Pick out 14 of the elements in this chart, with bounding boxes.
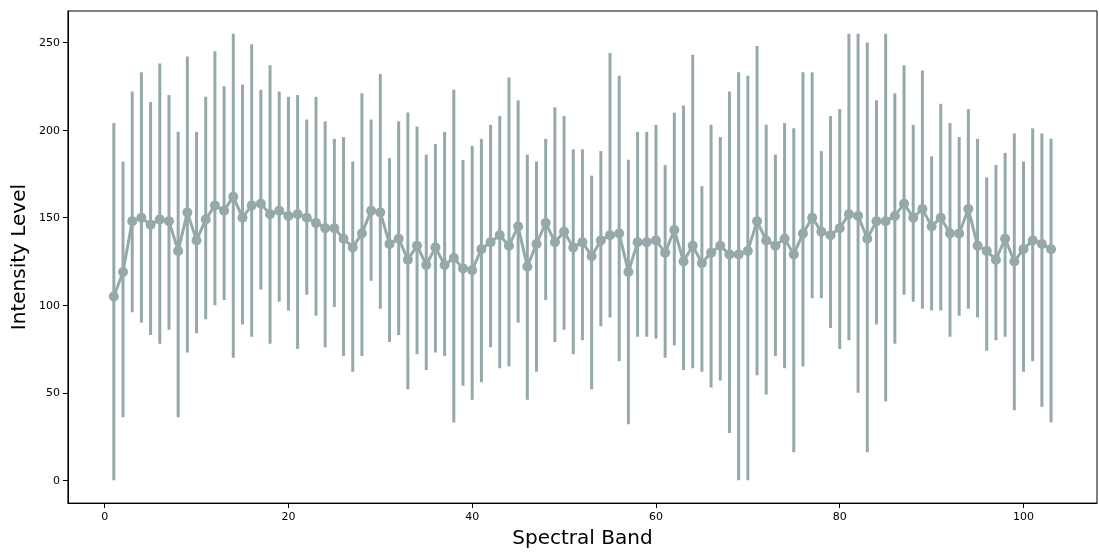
x-tick-label: 0 (101, 510, 109, 524)
x-axis-title: Spectral Band (512, 525, 653, 549)
y-tick-label: 100 (38, 298, 60, 312)
x-tick-label: 80 (832, 510, 847, 524)
x-tick-label: 40 (465, 510, 480, 524)
x-tick-label: 60 (648, 510, 663, 524)
x-tick-label: 20 (281, 510, 296, 524)
y-axis-title: Intensity Level (6, 183, 30, 331)
y-tick-label: 0 (52, 473, 60, 487)
y-tick-label: 250 (38, 36, 60, 50)
y-tick-label: 150 (38, 211, 60, 225)
y-tick-label: 200 (38, 123, 60, 137)
x-tick-label: 100 (1012, 510, 1034, 524)
y-tick-label: 50 (45, 386, 60, 400)
